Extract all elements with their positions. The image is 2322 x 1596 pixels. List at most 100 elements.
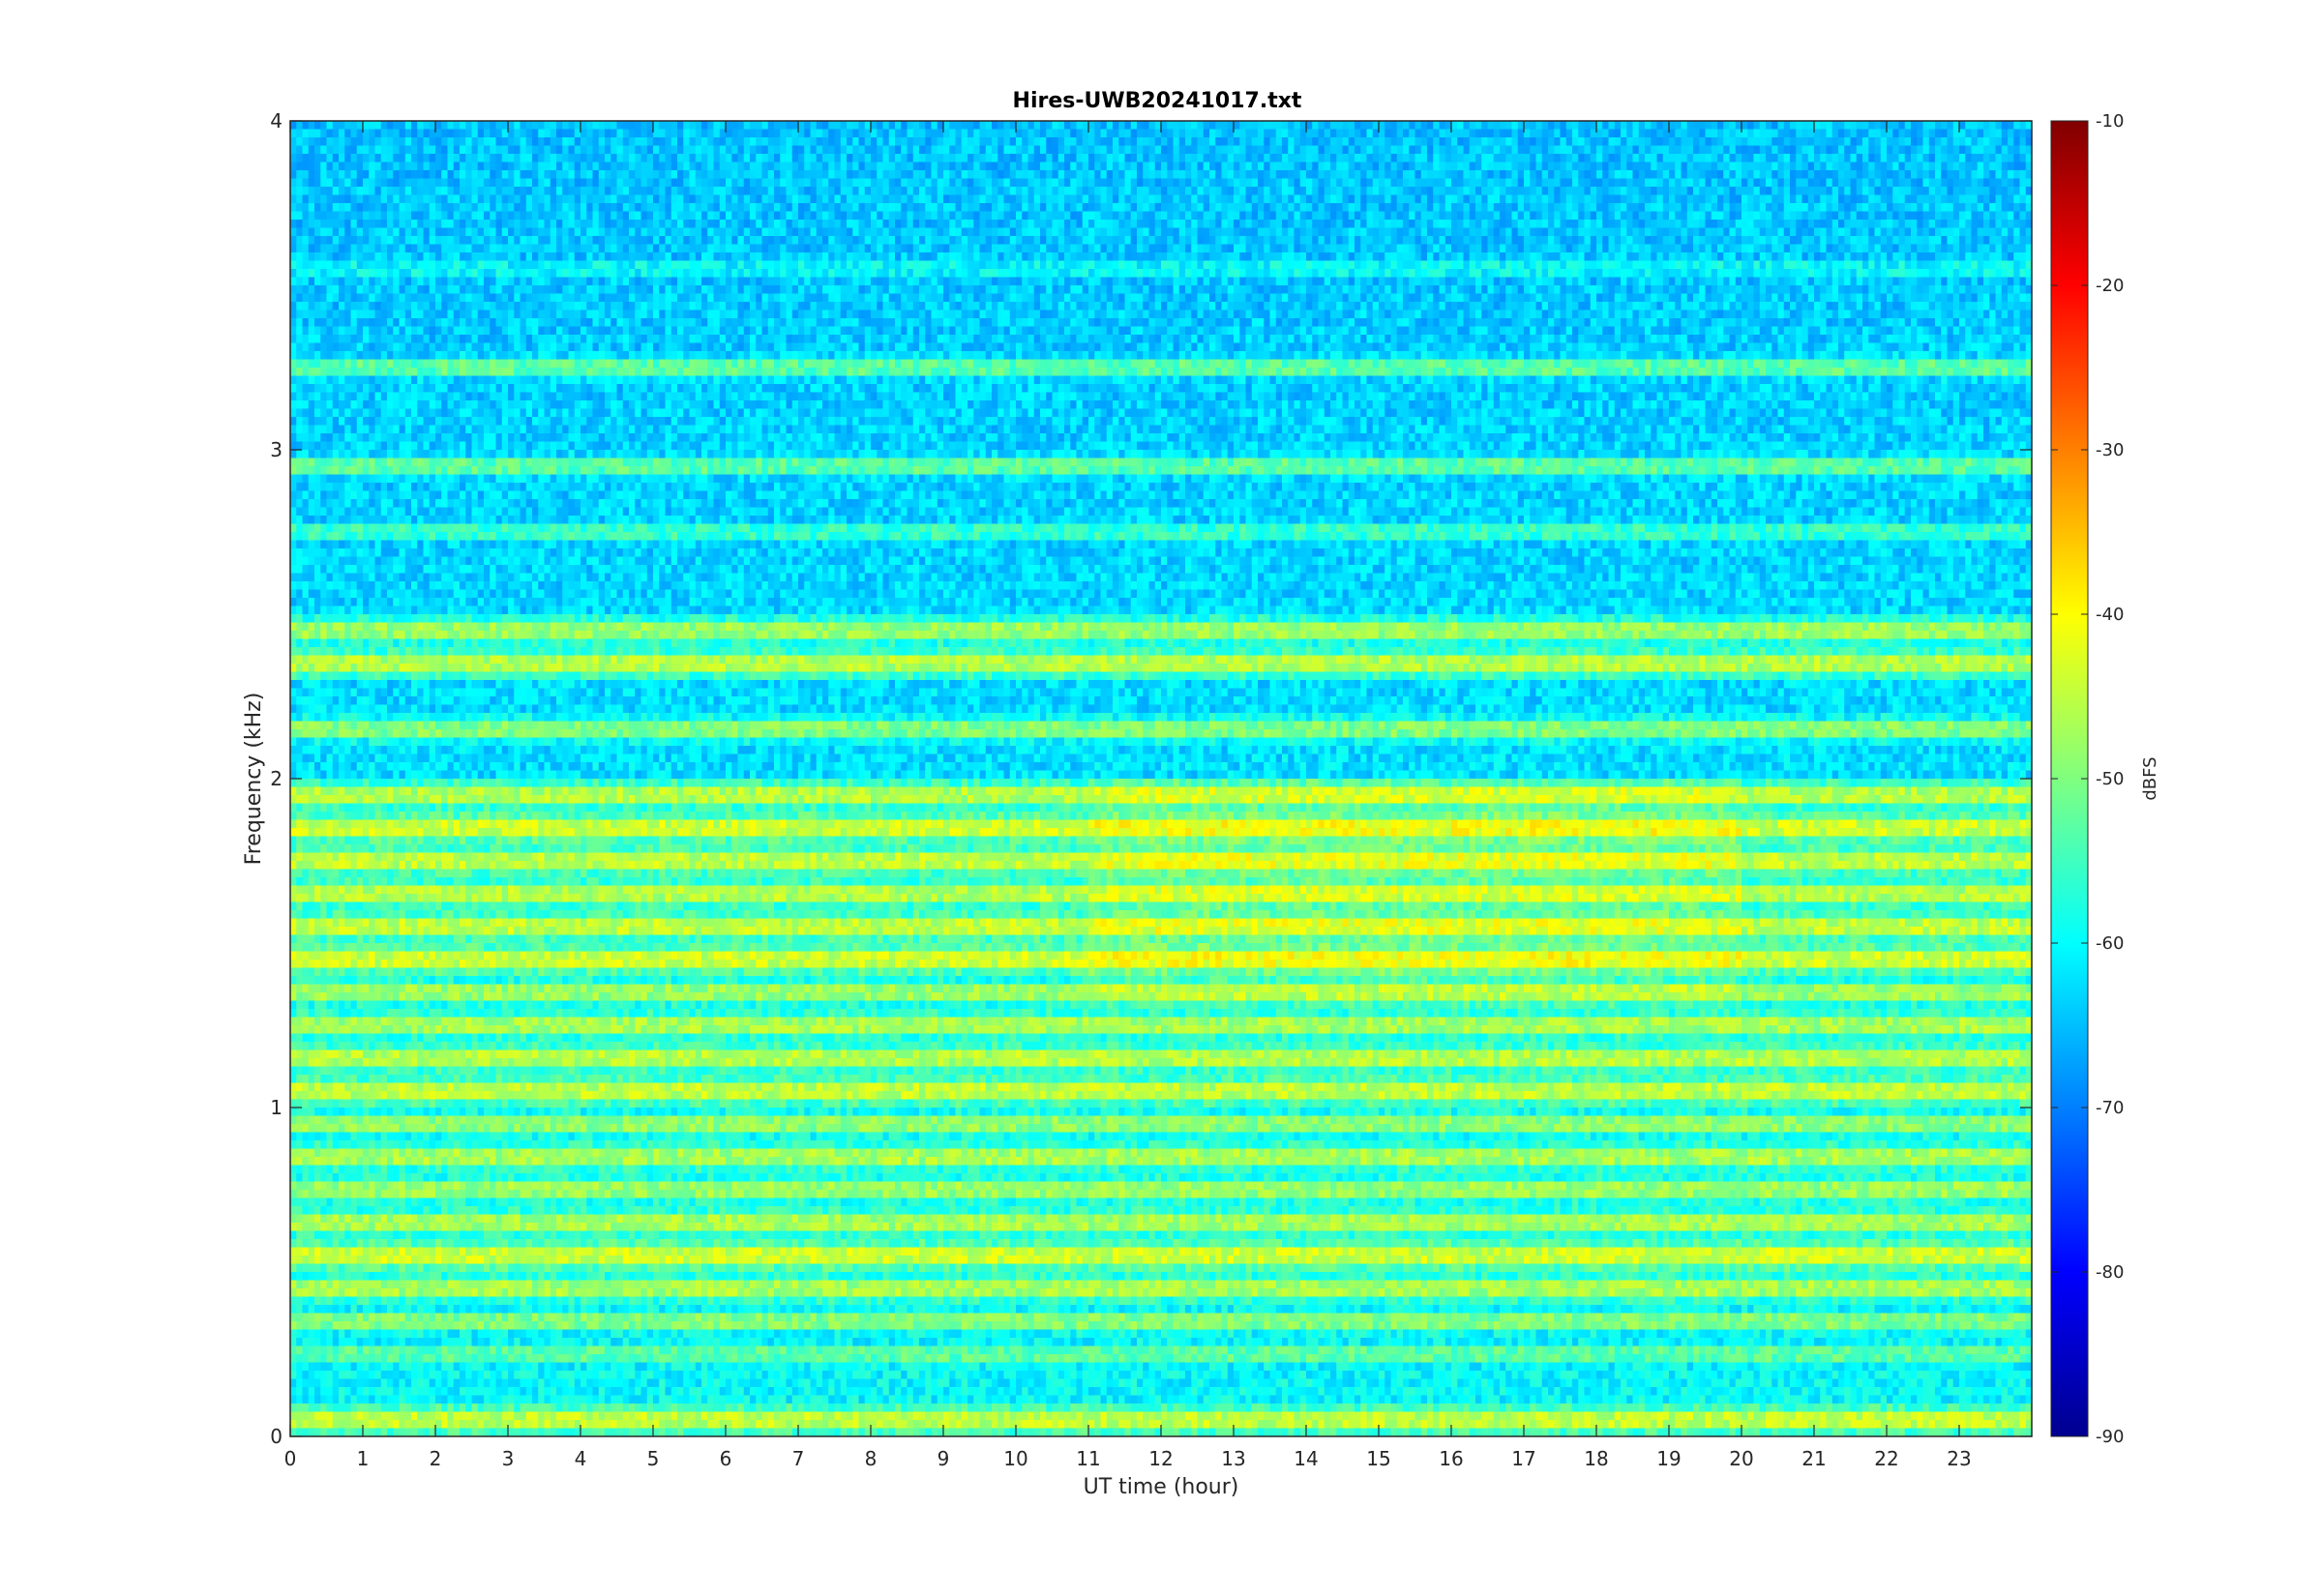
- heatmap-cell: [556, 137, 563, 146]
- heatmap-cell: [671, 137, 678, 146]
- heatmap-cell: [780, 146, 787, 155]
- heatmap-cell: [580, 137, 587, 146]
- heatmap-cell: [1167, 130, 1174, 138]
- heatmap-cell: [1585, 121, 1592, 130]
- heatmap-cell: [1935, 170, 1942, 179]
- heatmap-cell: [1747, 154, 1754, 163]
- heatmap-cell: [1391, 163, 1398, 171]
- heatmap-cell: [1699, 163, 1706, 171]
- heatmap-cell: [1554, 163, 1561, 171]
- heatmap-cell: [502, 163, 509, 171]
- heatmap-cell: [1174, 137, 1180, 146]
- heatmap-cell: [1572, 179, 1579, 188]
- heatmap-cell: [744, 170, 751, 179]
- heatmap-cell: [1445, 163, 1452, 171]
- heatmap-cell: [369, 130, 375, 138]
- heatmap-cell: [1343, 137, 1350, 146]
- heatmap-cell: [1820, 154, 1827, 163]
- heatmap-cell: [586, 121, 593, 130]
- heatmap-cell: [514, 187, 521, 195]
- heatmap-cell: [320, 137, 327, 146]
- heatmap-cell: [1983, 121, 1990, 130]
- heatmap-cell: [472, 121, 479, 130]
- heatmap-cell: [1621, 146, 1627, 155]
- heatmap-cell: [1034, 121, 1041, 130]
- heatmap-cell: [1959, 170, 1966, 179]
- heatmap-cell: [1663, 163, 1670, 171]
- heatmap-cell: [1137, 179, 1144, 188]
- heatmap-cell: [502, 170, 509, 179]
- heatmap-cell: [822, 170, 829, 179]
- heatmap-cell: [817, 130, 823, 138]
- heatmap-cell: [1457, 163, 1464, 171]
- heatmap-cell: [877, 163, 883, 171]
- heatmap-cell: [1996, 137, 2003, 146]
- heatmap-cell: [841, 170, 848, 179]
- heatmap-cell: [448, 187, 455, 195]
- heatmap-cell: [883, 146, 890, 155]
- heatmap-cell: [521, 146, 527, 155]
- heatmap-cell: [593, 163, 600, 171]
- heatmap-cell: [1282, 137, 1289, 146]
- heatmap-cell: [320, 121, 327, 130]
- heatmap-cell: [919, 163, 926, 171]
- heatmap-cell: [1657, 130, 1664, 138]
- heatmap-cell: [1312, 137, 1319, 146]
- heatmap-cell: [2002, 170, 2009, 179]
- heatmap-cell: [296, 146, 303, 155]
- heatmap-cell: [1174, 179, 1180, 188]
- heatmap-cell: [1712, 121, 1718, 130]
- heatmap-cell: [1596, 179, 1603, 188]
- heatmap-cell: [714, 170, 721, 179]
- heatmap-cell: [980, 130, 987, 138]
- heatmap-cell: [333, 130, 340, 138]
- heatmap-cell: [1058, 170, 1065, 179]
- heatmap-cell: [683, 137, 690, 146]
- heatmap-cell: [1651, 179, 1657, 188]
- heatmap-cell: [1070, 137, 1077, 146]
- heatmap-cell: [296, 163, 303, 171]
- heatmap-cell: [1948, 179, 1954, 188]
- heatmap-cell: [1204, 179, 1210, 188]
- heatmap-cell: [1475, 146, 1482, 155]
- heatmap-cell: [411, 179, 418, 188]
- heatmap-cell: [575, 163, 581, 171]
- heatmap-cell: [938, 170, 944, 179]
- heatmap-cell: [696, 121, 702, 130]
- heatmap-cell: [1524, 130, 1531, 138]
- heatmap-cell: [1118, 154, 1125, 163]
- heatmap-cell: [617, 121, 624, 130]
- heatmap-cell: [1064, 163, 1071, 171]
- heatmap-cell: [1591, 137, 1597, 146]
- heatmap-cell: [623, 137, 630, 146]
- heatmap-cell: [1234, 137, 1240, 146]
- heatmap-cell: [1548, 121, 1555, 130]
- heatmap-cell: [1270, 163, 1277, 171]
- heatmap-cell: [1028, 137, 1035, 146]
- heatmap-cell: [424, 146, 431, 155]
- heatmap-cell: [828, 170, 835, 179]
- heatmap-cell: [314, 137, 321, 146]
- heatmap-cell: [1778, 130, 1785, 138]
- heatmap-cell: [804, 137, 811, 146]
- heatmap-cell: [478, 187, 485, 195]
- heatmap-cell: [1615, 154, 1622, 163]
- heatmap-cell: [1978, 179, 1984, 188]
- heatmap-cell: [1561, 130, 1567, 138]
- heatmap-cell: [1409, 154, 1415, 163]
- heatmap-cell: [490, 130, 496, 138]
- heatmap-cell: [1022, 154, 1028, 163]
- heatmap-cell: [490, 146, 496, 155]
- heatmap-cell: [569, 137, 576, 146]
- heatmap-cell: [726, 146, 732, 155]
- heatmap-cell: [2008, 137, 2014, 146]
- heatmap-cell: [1693, 130, 1700, 138]
- heatmap-cell: [1488, 137, 1495, 146]
- heatmap-cell: [1784, 179, 1791, 188]
- heatmap-cell: [320, 130, 327, 138]
- heatmap-cell: [1421, 163, 1428, 171]
- heatmap-cell: [1832, 137, 1839, 146]
- heatmap-cell: [1948, 121, 1954, 130]
- heatmap-cell: [387, 146, 394, 155]
- heatmap-cell: [1742, 130, 1748, 138]
